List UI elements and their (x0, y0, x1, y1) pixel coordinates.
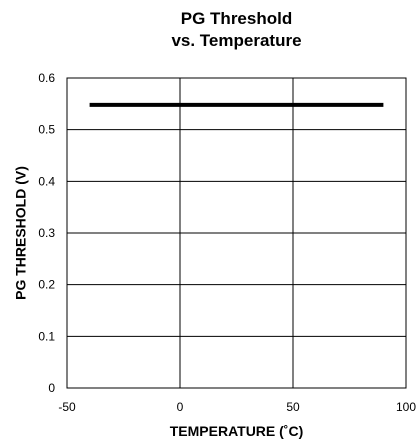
grid-layer (66, 77, 407, 389)
y-tick-label: 0.6 (38, 71, 55, 85)
y-tick-label: 0.3 (38, 226, 55, 240)
chart-title-line-1: PG Threshold (180, 9, 293, 28)
x-axis-label: TEMPERATURE (˚C) (170, 423, 304, 439)
x-tick-label: 100 (396, 400, 416, 414)
y-tick-label: 0.5 (38, 123, 55, 137)
y-tick-label: 0.2 (38, 278, 55, 292)
y-tick-labels: 0 0.1 0.2 0.3 0.4 0.5 0.6 (38, 71, 55, 395)
y-axis-label: PG THRESHOLD (V) (13, 166, 29, 300)
y-tick-label: 0.1 (38, 329, 55, 343)
y-tick-label: 0.4 (38, 174, 55, 188)
y-tick-label: 0 (48, 381, 55, 395)
x-tick-label: 50 (286, 400, 300, 414)
x-tick-label: 0 (177, 400, 184, 414)
x-tick-labels: -50 0 50 100 (58, 400, 416, 414)
chart-title-line-2: vs. Temperature (171, 31, 302, 50)
chart-title: PG Threshold vs. Temperature (87, 8, 387, 52)
x-tick-label: -50 (58, 400, 76, 414)
plot-frame (66, 77, 407, 389)
